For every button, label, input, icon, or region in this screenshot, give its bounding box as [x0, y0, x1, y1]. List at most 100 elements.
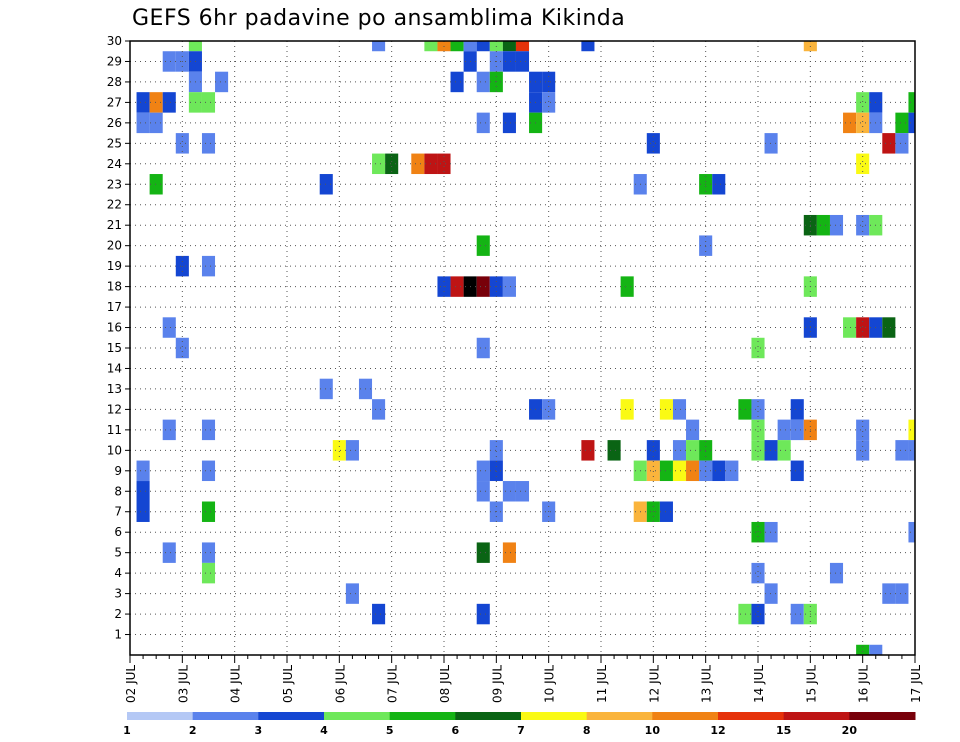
x-tick-label: 08 JUL: [438, 665, 452, 703]
y-tick-label: 25: [107, 136, 122, 150]
legend-swatch: [455, 712, 522, 720]
legend-swatch: [849, 712, 916, 720]
heatmap-cell: [201, 562, 216, 584]
heatmap-cell: [201, 419, 216, 441]
y-tick-label: 30: [107, 34, 122, 48]
heatmap-cell: [620, 399, 634, 420]
heatmap-cell: [764, 521, 778, 543]
grid-layer: [130, 40, 915, 655]
heatmap-cell: [476, 481, 490, 502]
heatmap-cell: [136, 92, 150, 113]
heatmap-cell: [162, 542, 176, 563]
heatmap-cell: [712, 174, 726, 195]
heatmap-cell: [149, 174, 163, 195]
heatmap-cell: [136, 501, 150, 522]
legend-label: 7: [517, 724, 525, 737]
heatmap-cell: [908, 92, 915, 113]
heatmap-cell: [908, 440, 915, 461]
heatmap-cell: [489, 440, 503, 461]
heatmap-cell: [895, 112, 909, 134]
heatmap-cell: [175, 337, 189, 359]
x-tick-label: 14 JUL: [752, 665, 766, 703]
y-tick-label: 10: [107, 443, 122, 457]
x-tick-label: 05 JUL: [281, 665, 295, 703]
heatmap-cell: [542, 399, 556, 420]
x-tick-label: 07 JUL: [386, 665, 400, 703]
y-tick-label: 7: [114, 505, 122, 519]
heatmap-cell: [581, 440, 595, 461]
legend-swatch: [783, 712, 850, 720]
heatmap-cell: [476, 603, 490, 625]
heatmap-cell: [345, 583, 359, 604]
y-tick-label: 12: [107, 402, 122, 416]
legend-swatch: [521, 712, 588, 720]
heatmap-cell: [672, 460, 687, 482]
heatmap-cell: [188, 41, 202, 52]
y-tick-label: 9: [114, 464, 122, 478]
heatmap-cell: [385, 153, 399, 175]
heatmap-cell: [136, 460, 150, 482]
heatmap-cell: [476, 542, 490, 563]
legend-swatch: [586, 712, 653, 720]
heatmap-cell: [149, 92, 163, 113]
heatmap-cell: [149, 112, 163, 134]
heatmap-cell: [424, 41, 438, 52]
legend-swatch: [258, 712, 325, 720]
heatmap-cell: [790, 460, 804, 482]
legend-layer: 1 2 3 4 5 6 7 8 10 12 15 20: [123, 712, 916, 737]
heatmap-cell: [751, 603, 765, 625]
legend-label: 1: [123, 724, 131, 737]
heatmap-cell: [843, 112, 857, 134]
x-tick-label: 12 JUL: [647, 665, 661, 703]
heatmap-cell: [908, 419, 915, 441]
heatmap-cell: [450, 71, 464, 93]
heatmap-cell: [515, 51, 530, 72]
y-tick-label: 2: [114, 607, 122, 621]
heatmap-cell: [372, 399, 386, 420]
legend-label: 10: [645, 724, 661, 737]
heatmap-cell: [777, 440, 791, 461]
y-tick-label: 6: [114, 525, 122, 539]
y-tick-label: 13: [107, 382, 122, 396]
heatmap-cell: [411, 153, 425, 175]
heatmap-cell: [764, 440, 778, 461]
heatmap-cell: [712, 460, 726, 482]
x-tick-label: 06 JUL: [333, 665, 347, 703]
heatmap-cell: [646, 460, 660, 482]
x-tick-label: 15 JUL: [804, 665, 818, 703]
heatmap-cell: [908, 521, 915, 543]
heatmap-cell: [686, 419, 700, 441]
x-tick-label: 11 JUL: [595, 665, 609, 703]
heatmap-cell: [672, 440, 687, 461]
heatmap-cell: [738, 399, 752, 420]
legend-swatch: [652, 712, 719, 720]
x-tick-label: 10 JUL: [543, 665, 557, 703]
legend-swatch: [192, 712, 259, 720]
heatmap-cell: [751, 399, 765, 420]
y-tick-label: 26: [107, 116, 122, 130]
heatmap-cell: [542, 92, 556, 113]
heatmap-cell: [908, 112, 915, 134]
heatmap-cell: [175, 133, 189, 154]
heatmap-cell: [437, 153, 451, 175]
legend-swatch: [127, 712, 194, 720]
heatmap-cell: [882, 583, 896, 604]
legend-label: 6: [452, 724, 460, 737]
heatmap-cell: [476, 71, 490, 93]
heatmap-cell: [332, 440, 346, 461]
heatmap-cell: [856, 112, 870, 134]
heatmap-cell: [856, 440, 870, 461]
heatmap-cell: [201, 133, 216, 154]
heatmap-cell: [372, 603, 386, 625]
heatmap-cell: [476, 337, 490, 359]
x-tick-label: 03 JUL: [176, 665, 190, 703]
legend-swatch: [389, 712, 456, 720]
heatmap-cell: [476, 112, 490, 134]
x-tick-label: 17 JUL: [909, 665, 923, 703]
heatmap-cell: [764, 583, 778, 604]
axes-layer: 1234567891011121314151617181920212223242…: [107, 34, 923, 703]
legend-label: 2: [189, 724, 197, 737]
legend-label: 8: [583, 724, 591, 737]
legend-swatch: [324, 712, 391, 720]
